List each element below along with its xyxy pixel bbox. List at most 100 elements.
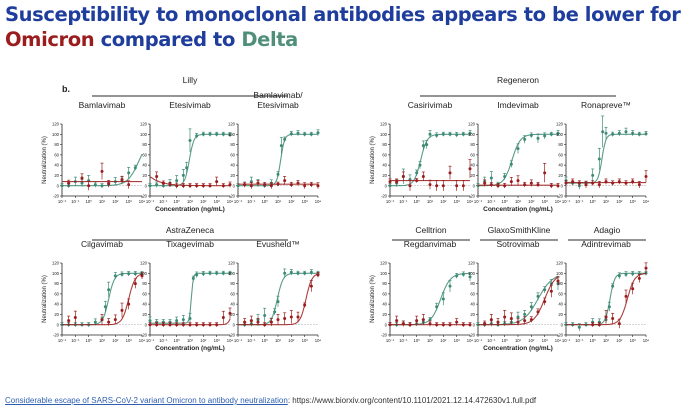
panel-label: b. [62, 84, 70, 94]
x-tick-label: 10⁰ [413, 338, 420, 343]
delta-data-point [461, 132, 465, 136]
y-tick-label: 0 [385, 183, 388, 188]
delta-data-point [181, 318, 185, 322]
delta-data-point [468, 275, 472, 279]
panel-title: Ronapreve™ [581, 100, 631, 110]
y-tick-label: 80 [54, 281, 59, 286]
x-tick-label: 10⁰ [589, 338, 596, 343]
omicron-data-point [489, 318, 493, 322]
y-tick-label: 120 [228, 122, 236, 127]
x-tick-label: 10⁻¹ [487, 338, 496, 343]
x-tick-label: 10⁻² [146, 338, 155, 343]
y-tick-label: 80 [142, 142, 147, 147]
delta-data-point [127, 272, 131, 276]
delta-data-point [283, 137, 287, 141]
delta-data-point [415, 171, 419, 175]
y-tick-label: -20 [469, 194, 476, 199]
omicron-data-point [161, 181, 165, 185]
y-axis-label: Neutralization (%) [370, 136, 376, 184]
x-tick-label: 10⁻¹ [399, 199, 408, 204]
panel-title: Imdevimab [497, 100, 539, 110]
omicron-data-point [303, 303, 307, 307]
y-tick-label: 120 [380, 122, 388, 127]
delta-data-point [441, 132, 445, 136]
y-tick-label: 60 [230, 291, 235, 296]
omicron-data-point [113, 318, 117, 322]
delta-data-point [611, 132, 615, 136]
delta-data-point [296, 271, 300, 275]
delta-data-point [195, 134, 199, 138]
omicron-data-point [604, 315, 608, 319]
y-tick-label: 40 [382, 163, 387, 168]
y-tick-label: 0 [561, 322, 564, 327]
panel-title: Sotrovimab [497, 239, 540, 249]
omicron-data-point [441, 323, 445, 327]
y-tick-label: 40 [470, 302, 475, 307]
omicron-data-point [543, 300, 547, 304]
omicron-data-point [428, 183, 432, 187]
omicron-data-point [221, 316, 225, 320]
delta-data-point [236, 184, 240, 188]
delta-data-point [175, 179, 179, 183]
omicron-data-point [483, 181, 487, 185]
source-link[interactable]: Considerable escape of SARS-CoV-2 varian… [5, 396, 288, 405]
omicron-data-point [289, 315, 293, 319]
panel-title: Bamlavimab [79, 100, 126, 110]
omicron-data-point [276, 182, 280, 186]
omicron-data-point [428, 322, 432, 326]
y-axis-label: Neutralization (%) [42, 136, 48, 184]
y-tick-label: 80 [470, 142, 475, 147]
omicron-data-point [448, 171, 452, 175]
y-tick-label: 120 [52, 261, 60, 266]
x-tick-label: 10⁰ [501, 199, 508, 204]
x-tick-label: 10³ [630, 199, 637, 204]
x-tick-label: 10⁻² [474, 199, 483, 204]
y-tick-label: 100 [140, 132, 148, 137]
group-label-regeneron: Regeneron [497, 75, 539, 85]
omicron-data-point [401, 174, 405, 178]
x-tick-label: 10⁰ [173, 338, 180, 343]
omicron-data-point [388, 323, 392, 327]
x-tick-label: 10² [200, 338, 207, 343]
omicron-data-point [100, 318, 104, 322]
omicron-data-point [263, 323, 267, 327]
panel-casirivimab: Casirivimab -20 0 20 40 60 80 100 120 10⁻² 10⁻¹ 10⁰… [380, 100, 473, 204]
delta-data-point [617, 274, 621, 278]
panel-etesivimab: Etesivimab -20 0 20 40 60 80 100 120 10⁻² 10⁻¹ 10⁰ 1… [140, 100, 233, 204]
omicron-data-point [516, 179, 520, 183]
omicron-data-point [201, 323, 205, 327]
delta-data-point [617, 131, 621, 135]
omicron-data-point [564, 181, 568, 185]
delta-data-point [604, 131, 608, 135]
omicron-data-point [556, 184, 560, 188]
y-tick-label: -20 [141, 194, 148, 199]
x-tick-label: 10⁻¹ [247, 199, 256, 204]
title-middle: compared to [94, 28, 242, 51]
omicron-data-point [617, 322, 621, 326]
x-tick-label: 10⁴ [315, 199, 322, 204]
panel-imdevimab: Imdevimab -20 0 20 40 60 80 100 120 10⁻² 10⁻¹ 10⁰ 10… [468, 100, 561, 204]
group-label-glaxosmithkline: GlaxoSmithKline [488, 225, 551, 235]
x-tick-label: 10¹ [603, 338, 610, 343]
y-tick-label: 60 [54, 291, 59, 296]
x-tick-label: 10⁻¹ [71, 338, 80, 343]
omicron-data-point [644, 266, 648, 270]
y-tick-label: 0 [145, 322, 148, 327]
omicron-data-point [401, 322, 405, 326]
omicron-data-point [455, 184, 459, 188]
x-tick-label: 10¹ [603, 199, 610, 204]
delta-fit-curve [390, 272, 470, 326]
y-tick-label: -20 [381, 194, 388, 199]
omicron-data-point [120, 308, 124, 312]
omicron-data-point [309, 183, 313, 187]
y-tick-label: 60 [54, 152, 59, 157]
delta-data-point [80, 181, 84, 185]
y-tick-label: -20 [53, 194, 60, 199]
omicron-data-point [523, 319, 527, 323]
y-tick-label: 120 [52, 122, 60, 127]
y-tick-label: 20 [382, 173, 387, 178]
delta-data-point [283, 271, 287, 275]
y-tick-label: 60 [558, 291, 563, 296]
delta-data-point [607, 305, 611, 309]
x-tick-label: 10⁴ [555, 199, 562, 204]
